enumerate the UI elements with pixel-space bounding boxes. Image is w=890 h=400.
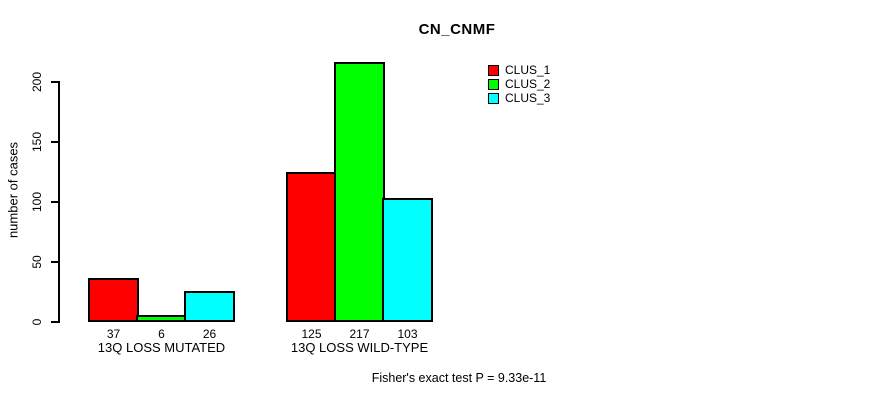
legend-item-clus_3: CLUS_3 bbox=[488, 91, 550, 105]
legend-swatch-clus_1 bbox=[488, 64, 499, 76]
y-axis-tick bbox=[51, 201, 58, 203]
bar-clus_3-group1 bbox=[184, 291, 235, 322]
bar-value-label: 37 bbox=[106, 327, 121, 341]
bar-clus_2-group2 bbox=[334, 62, 385, 322]
y-axis-tick-label: 0 bbox=[30, 318, 44, 326]
caption: Fisher's exact test P = 9.33e-11 bbox=[371, 371, 547, 385]
x-category-label-1: 13Q LOSS MUTATED bbox=[97, 340, 226, 355]
y-axis-label: number of cases bbox=[5, 141, 21, 239]
bar-clus_1-group2 bbox=[286, 172, 337, 322]
chart-title: CN_CNMF bbox=[418, 21, 496, 38]
y-axis-tick bbox=[51, 321, 58, 323]
legend-label: CLUS_1 bbox=[505, 63, 551, 77]
legend-label: CLUS_2 bbox=[505, 77, 551, 91]
bar-value-label: 6 bbox=[158, 327, 165, 341]
legend-item-clus_1: CLUS_1 bbox=[488, 63, 550, 77]
legend-item-clus_2: CLUS_2 bbox=[488, 77, 550, 91]
legend-swatch-clus_2 bbox=[488, 78, 499, 90]
y-axis-tick bbox=[51, 81, 58, 83]
bar-clus_1-group1 bbox=[88, 278, 139, 322]
y-axis-tick-label: 200 bbox=[30, 71, 44, 93]
y-axis-tick-label: 150 bbox=[30, 131, 44, 153]
bar-value-label: 26 bbox=[202, 327, 217, 341]
legend-label: CLUS_3 bbox=[505, 91, 551, 105]
y-axis-line bbox=[58, 81, 60, 323]
y-axis-tick-label: 100 bbox=[30, 191, 44, 213]
bar-value-label: 103 bbox=[397, 327, 418, 341]
y-axis-tick bbox=[51, 261, 58, 263]
legend-swatch-clus_3 bbox=[488, 92, 499, 104]
y-axis-tick-label: 50 bbox=[30, 255, 44, 269]
y-axis-tick bbox=[51, 141, 58, 143]
bar-value-label: 217 bbox=[349, 327, 370, 341]
legend: CLUS_1 CLUS_2 CLUS_3 bbox=[488, 63, 550, 105]
bar-clus_3-group2 bbox=[382, 198, 433, 322]
bar-value-label: 125 bbox=[301, 327, 322, 341]
bar-clus_2-group1 bbox=[136, 315, 187, 322]
x-category-label-2: 13Q LOSS WILD-TYPE bbox=[290, 340, 429, 355]
